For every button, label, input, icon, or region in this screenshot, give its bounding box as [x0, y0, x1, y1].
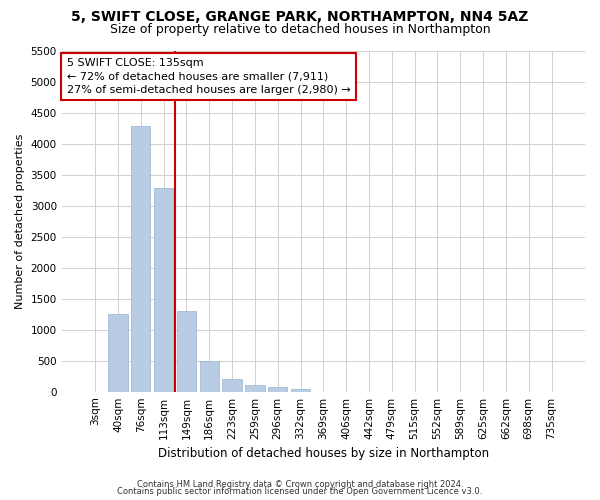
Bar [200, 361, 219, 392]
Bar [177, 312, 196, 392]
Bar [268, 387, 287, 392]
X-axis label: Distribution of detached houses by size in Northampton: Distribution of detached houses by size … [158, 447, 489, 460]
Bar [108, 314, 128, 392]
Bar [245, 386, 265, 392]
Y-axis label: Number of detached properties: Number of detached properties [15, 134, 25, 310]
Text: Size of property relative to detached houses in Northampton: Size of property relative to detached ho… [110, 22, 490, 36]
Bar [223, 380, 242, 392]
Text: Contains HM Land Registry data © Crown copyright and database right 2024.: Contains HM Land Registry data © Crown c… [137, 480, 463, 489]
Text: 5, SWIFT CLOSE, GRANGE PARK, NORTHAMPTON, NN4 5AZ: 5, SWIFT CLOSE, GRANGE PARK, NORTHAMPTON… [71, 10, 529, 24]
Text: 5 SWIFT CLOSE: 135sqm
← 72% of detached houses are smaller (7,911)
27% of semi-d: 5 SWIFT CLOSE: 135sqm ← 72% of detached … [67, 58, 350, 94]
Bar [131, 126, 151, 392]
Bar [291, 388, 310, 392]
Text: Contains public sector information licensed under the Open Government Licence v3: Contains public sector information licen… [118, 487, 482, 496]
Bar [154, 188, 173, 392]
